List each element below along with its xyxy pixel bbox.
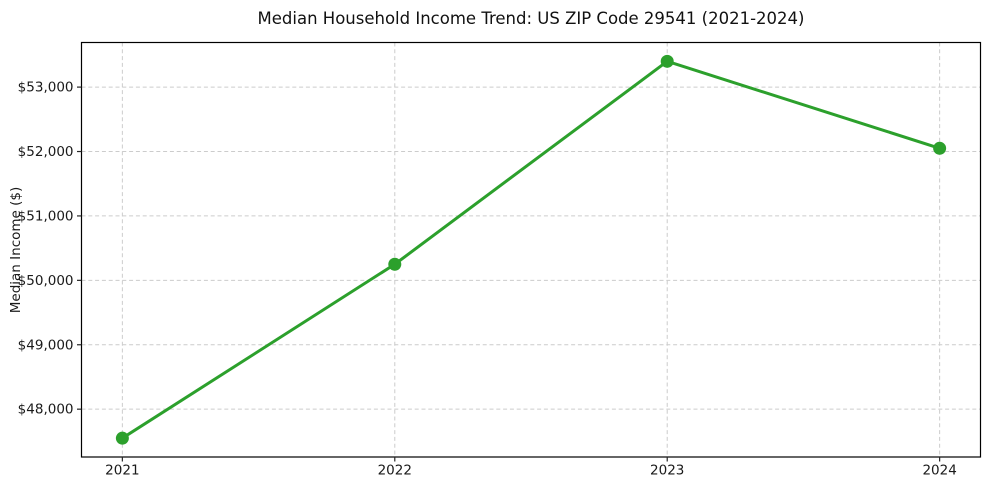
x-tick-label: 2024 [922,463,956,479]
y-tick-label: $53,000 [18,80,74,96]
data-point-marker [660,54,674,68]
data-point-marker [115,431,129,445]
chart-title: Median Household Income Trend: US ZIP Co… [257,9,805,28]
data-point-marker [933,141,947,155]
trend-line [120,59,942,440]
y-tick-label: $51,000 [18,208,74,224]
y-tick-label: $50,000 [18,273,74,289]
plot-border [80,41,982,458]
x-tick-label: 2023 [650,463,684,479]
y-tick-label: $52,000 [18,144,74,160]
x-tick-label: 2021 [105,463,139,479]
y-tick-label: $49,000 [18,337,74,353]
y-tick-label: $48,000 [18,402,74,418]
x-tick-label: 2022 [378,463,412,479]
data-point-marker [388,257,402,271]
